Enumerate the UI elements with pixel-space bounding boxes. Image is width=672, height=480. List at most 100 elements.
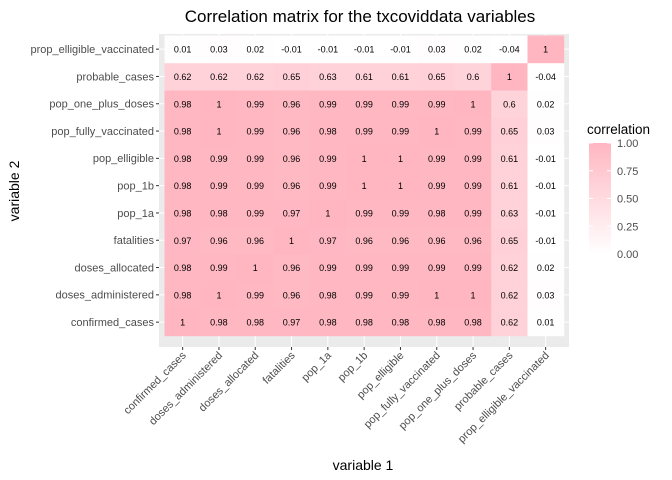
heatmap-cell-fill	[382, 199, 419, 227]
heatmap-cell-fill	[200, 62, 238, 91]
heatmap-cell-label: 0.62	[246, 72, 264, 82]
heatmap-cell: 0.6	[454, 62, 492, 91]
heatmap-cell: 0.99	[418, 144, 456, 173]
heatmap-cell-fill	[164, 308, 202, 337]
heatmap-cell-label: 0.97	[283, 318, 301, 328]
heatmap-cell-label: 0.61	[501, 181, 519, 191]
heatmap-cell-label: 0.97	[283, 208, 301, 218]
heatmap-cell: 0.98	[200, 308, 238, 337]
heatmap-cell-label: 1	[471, 99, 476, 109]
heatmap-cell: -0.01	[273, 35, 311, 64]
heatmap-cell-fill	[237, 253, 274, 282]
heatmap-cell: 1	[454, 281, 492, 309]
heatmap-cell-label: 0.99	[392, 99, 410, 109]
heatmap-cell-fill	[309, 62, 347, 91]
heatmap-cell-label: 0.99	[464, 154, 482, 164]
heatmap-cell: 0.02	[527, 90, 565, 118]
heatmap-cell-label: 0.98	[210, 318, 228, 328]
heatmap-cell: 0.99	[454, 253, 492, 282]
heatmap-cell: 1	[454, 90, 492, 118]
heatmap-cell-fill	[309, 253, 347, 282]
heatmap-cell: 0.99	[454, 199, 492, 227]
heatmap-cell-label: 0.99	[392, 263, 410, 273]
heatmap-cell-label: -0.01	[535, 236, 556, 246]
heatmap-cell-label: 1	[289, 236, 294, 246]
heatmap-cell-label: 0.65	[501, 236, 519, 246]
heatmap-cell-fill	[491, 281, 528, 309]
heatmap-cell: 1	[200, 281, 238, 309]
heatmap-cell-label: 1	[362, 154, 367, 164]
heatmap-cell-fill	[200, 117, 238, 146]
heatmap-cell: 0.01	[527, 308, 565, 337]
y-tick-label: pop_elligible	[93, 153, 154, 165]
heatmap-cell-label: 0.99	[428, 181, 446, 191]
heatmap-cell-fill	[164, 117, 202, 146]
heatmap-cell-fill	[491, 35, 528, 64]
heatmap-cell-fill	[273, 308, 311, 337]
heatmap-cell-label: 0.99	[210, 154, 228, 164]
heatmap-cell-label: 1	[216, 127, 221, 137]
y-tick-label: pop_1a	[117, 208, 155, 220]
heatmap-cell-fill	[527, 62, 565, 91]
heatmap-cell-label: 0.99	[428, 154, 446, 164]
heatmap-cell: 0.61	[382, 62, 419, 91]
heatmap-cell-label: 0.98	[174, 154, 192, 164]
heatmap-cell-fill	[382, 35, 419, 64]
heatmap-cell: 0.99	[454, 117, 492, 146]
heatmap-cell-fill	[491, 144, 528, 173]
heatmap-cell-label: 1	[325, 208, 330, 218]
heatmap-cell: 1	[527, 35, 565, 64]
heatmap-cell-label: 0.99	[464, 263, 482, 273]
heatmap-cell-label: 0.02	[246, 45, 264, 55]
heatmap-cell-label: 0.96	[283, 127, 301, 137]
heatmap-cell-label: 0.03	[537, 290, 555, 300]
heatmap-cell-label: 0.96	[355, 236, 373, 246]
heatmap-cell: 0.03	[527, 117, 565, 146]
heatmap-cell-label: -0.01	[535, 154, 556, 164]
heatmap-cell: -0.01	[346, 35, 383, 64]
heatmap-cell-label: 1	[434, 290, 439, 300]
heatmap-cell-fill	[418, 117, 456, 146]
heatmap-cell-fill	[418, 90, 456, 118]
heatmap-cell-label: 0.62	[174, 72, 192, 82]
heatmap-cell-label: 0.99	[210, 181, 228, 191]
heatmap-cell-fill	[346, 35, 383, 64]
heatmap-cell: 0.98	[164, 281, 202, 309]
y-tick-label: fatalities	[114, 235, 155, 247]
heatmap-cell-fill	[527, 172, 565, 200]
heatmap-cell: -0.01	[527, 172, 565, 200]
heatmap-cell-fill	[454, 35, 492, 64]
heatmap-cell: -0.01	[527, 144, 565, 173]
heatmap-cell-fill	[237, 144, 274, 173]
heatmap-cell-label: 0.03	[428, 45, 446, 55]
y-tick-label: pop_one_plus_doses	[49, 99, 154, 111]
heatmap-cell-label: 0.01	[537, 318, 555, 328]
heatmap-cell-label: 0.99	[319, 263, 337, 273]
heatmap-cell-fill	[527, 35, 565, 64]
heatmap-cells: 1 0.98 0.98 0.97 0.98 0.98 0.98 0.98 0.98 0.62 0.0…	[164, 35, 565, 337]
heatmap-cell: 0.99	[454, 144, 492, 173]
y-tick-label: doses_administered	[56, 290, 154, 302]
heatmap-cell-fill	[273, 35, 311, 64]
heatmap-cell-label: 0.03	[537, 127, 555, 137]
heatmap-cell: 0.99	[200, 172, 238, 200]
heatmap-cell-label: 0.99	[428, 99, 446, 109]
heatmap-cell-label: 0.63	[501, 208, 519, 218]
heatmap-cell-fill	[164, 144, 202, 173]
heatmap-cell-fill	[454, 226, 492, 255]
heatmap-cell: 0.61	[491, 172, 528, 200]
heatmap-cell-fill	[527, 199, 565, 227]
heatmap-cell-fill	[164, 281, 202, 309]
heatmap-cell-fill	[200, 253, 238, 282]
heatmap-cell-label: 0.98	[428, 318, 446, 328]
heatmap-cell: 0.03	[527, 281, 565, 309]
heatmap-cell: 1	[346, 172, 383, 200]
chart-title: Correlation matrix for the txcoviddata v…	[185, 7, 536, 26]
heatmap-cell: 0.65	[273, 62, 311, 91]
heatmap-cell: 0.96	[273, 90, 311, 118]
heatmap-cell-fill	[454, 172, 492, 200]
heatmap-cell: 0.99	[237, 172, 274, 200]
heatmap-cell-fill	[237, 117, 274, 146]
heatmap-cell-label: 0.62	[501, 318, 519, 328]
heatmap-cell-fill	[237, 90, 274, 118]
